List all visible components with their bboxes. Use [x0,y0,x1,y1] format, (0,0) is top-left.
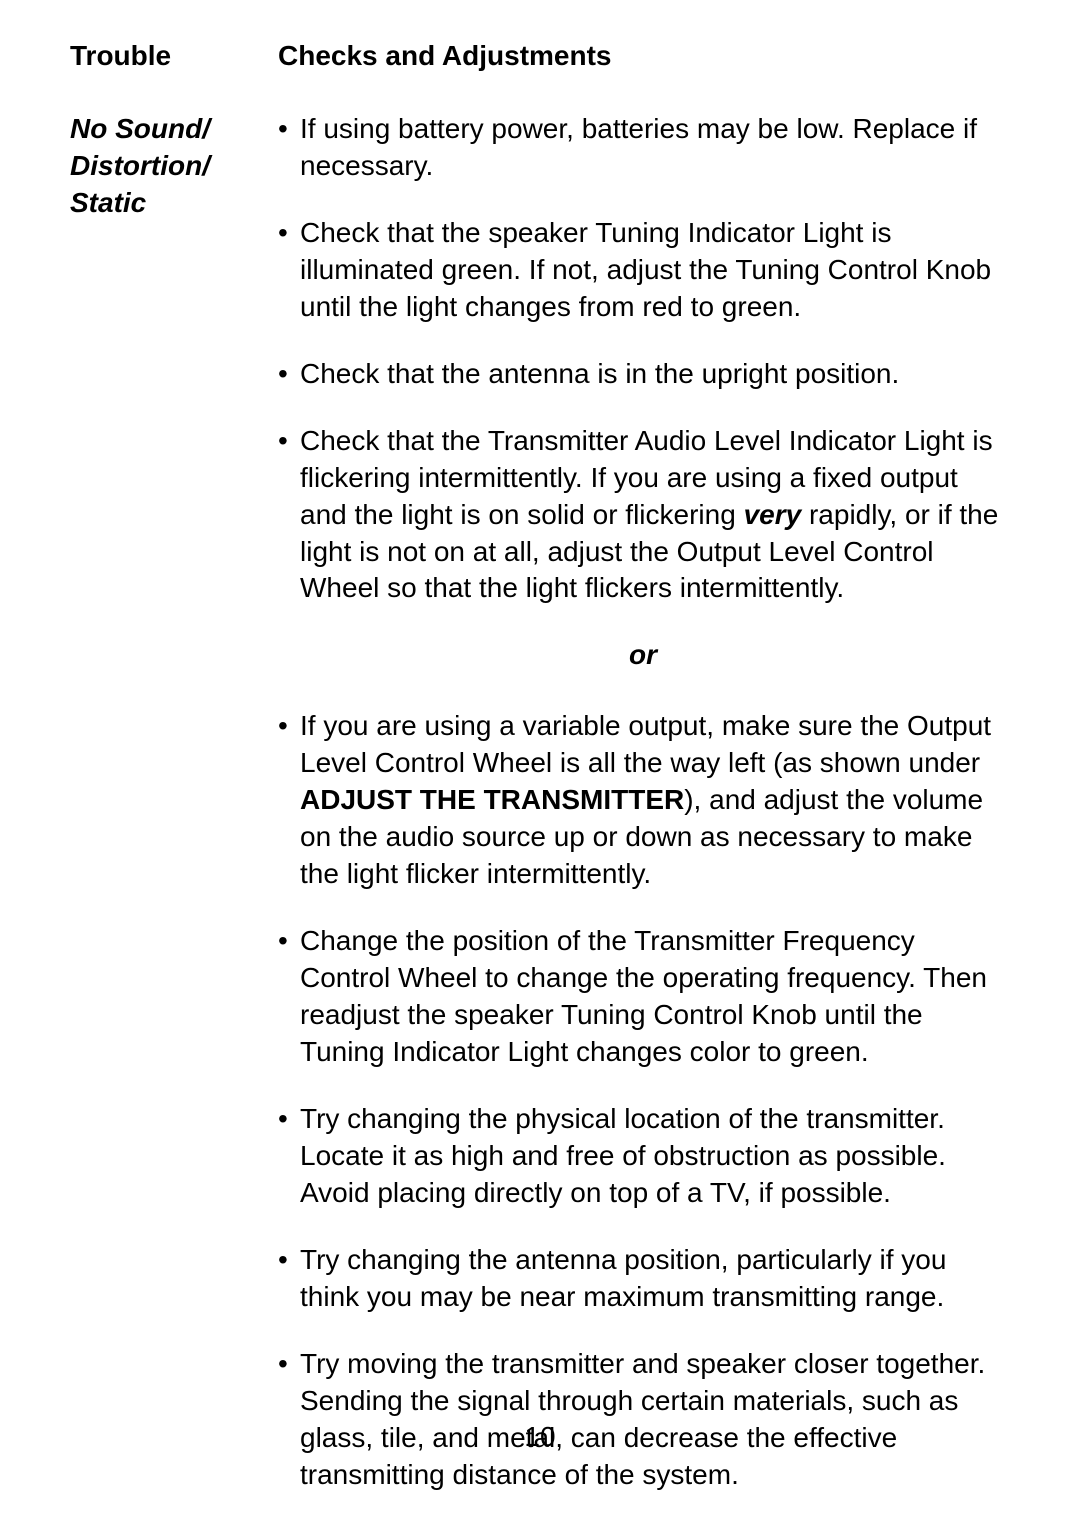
bullet-text: Try changing the antenna position, parti… [300,1242,1008,1316]
list-item: • If using battery power, batteries may … [278,111,1008,185]
bullet-text: Check that the speaker Tuning Indicator … [300,215,1008,326]
header-checks: Checks and Adjustments [278,38,1008,75]
bullet-text: Try changing the physical location of th… [300,1101,1008,1212]
or-separator: or [278,637,1008,674]
list-item: • Check that the Transmitter Audio Level… [278,423,1008,608]
content-area: Trouble Checks and Adjustments No Sound/… [70,38,1008,1524]
bullet-icon: • [278,356,300,393]
bullet-text: Change the position of the Transmitter F… [300,923,1008,1071]
bullet-text: If using battery power, batteries may be… [300,111,1008,185]
spacer [70,75,1008,111]
trouble-label-line2: Distortion/ [70,148,278,185]
header-row: Trouble Checks and Adjustments [70,38,1008,75]
list-item: • Try changing the antenna position, par… [278,1242,1008,1316]
bullet-icon: • [278,1101,300,1138]
bullet-text-strong: ADJUST THE TRANSMITTER [300,784,684,815]
body-row: No Sound/ Distortion/ Static • If using … [70,111,1008,1524]
checks-column: • If using battery power, batteries may … [278,111,1008,1524]
list-item: • If you are using a variable output, ma… [278,708,1008,893]
bullet-icon: • [278,1346,300,1383]
bullet-text: Check that the Transmitter Audio Level I… [300,423,1008,608]
bullet-text: Check that the antenna is in the upright… [300,356,1008,393]
trouble-label-line1: No Sound/ [70,111,278,148]
list-item: • Check that the antenna is in the uprig… [278,356,1008,393]
trouble-label-line3: Static [70,185,278,222]
bullet-text-pre: If you are using a variable output, make… [300,710,991,778]
bullet-icon: • [278,1242,300,1279]
bullet-text-em: very [744,499,802,530]
page-number: 10 [0,1419,1080,1456]
bullet-icon: • [278,423,300,460]
list-item: • Change the position of the Transmitter… [278,923,1008,1071]
trouble-column: No Sound/ Distortion/ Static [70,111,278,222]
page: Trouble Checks and Adjustments No Sound/… [0,0,1080,1512]
bullet-icon: • [278,111,300,148]
bullet-icon: • [278,215,300,252]
header-trouble: Trouble [70,38,278,75]
bullet-icon: • [278,923,300,960]
bullet-icon: • [278,708,300,745]
list-item: • Try changing the physical location of … [278,1101,1008,1212]
list-item: • Check that the speaker Tuning Indicato… [278,215,1008,326]
bullet-text: If you are using a variable output, make… [300,708,1008,893]
